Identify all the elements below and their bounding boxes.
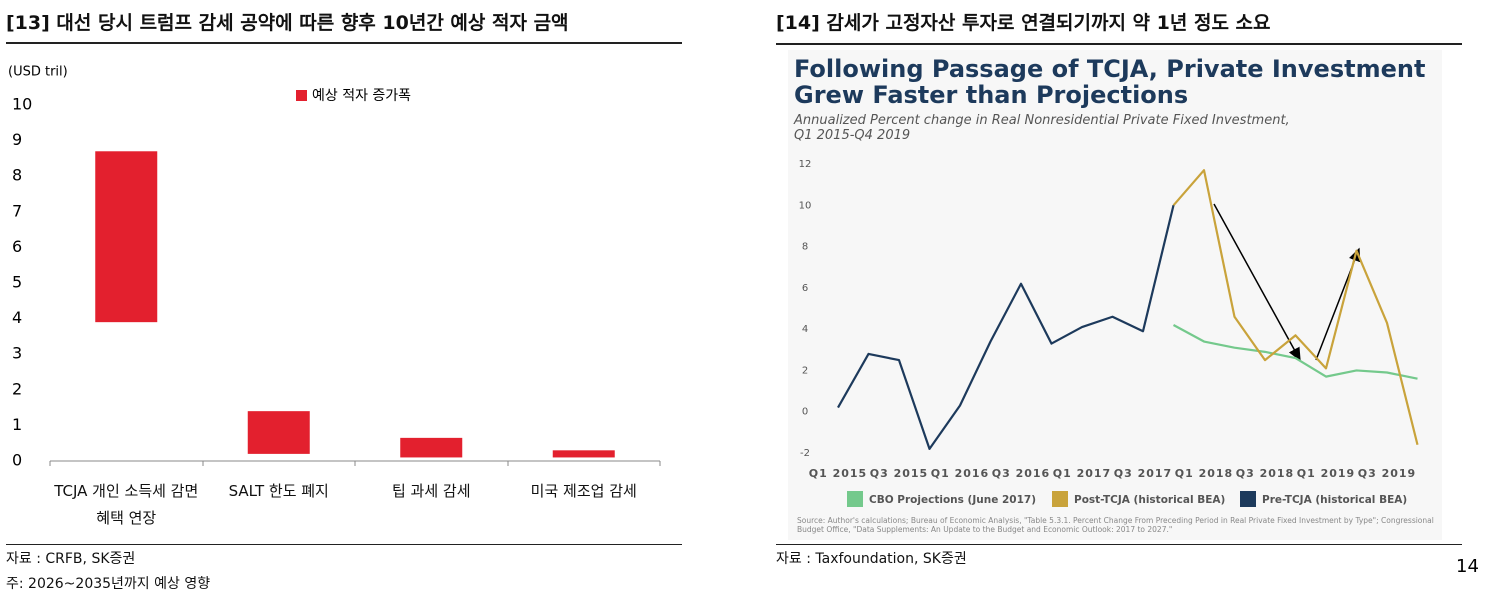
line (1172, 169, 1419, 446)
unit: (USD tril) (8, 65, 68, 80)
rule (6, 42, 682, 44)
title-line: Grew Faster than Projections (794, 81, 1189, 109)
y-tick-label: 6 (12, 237, 22, 256)
y-tick-label: 3 (12, 344, 22, 363)
legend-label: 예상 적자 증가폭 (312, 88, 411, 104)
x-tick-label: 미국 제조업 감세 (530, 482, 637, 500)
chart-subtitle: Annualized Percent change in Real Nonres… (794, 113, 1290, 143)
legend-label: CBO Projections (June 2017) (869, 494, 1036, 506)
x-tick-label: Q3 2017 (1114, 467, 1172, 480)
heading: [14] 감세가 고정자산 투자로 연결되기까지 약 1년 정도 소요 (776, 12, 1271, 34)
bar (552, 450, 615, 458)
line (837, 205, 1175, 450)
legend-label: Post-TCJA (historical BEA) (1074, 494, 1225, 506)
page-number: 14 (1456, 556, 1479, 577)
legend-swatch (847, 491, 863, 507)
x-ticks (49, 461, 661, 466)
y-tick-label: 1 (12, 415, 22, 434)
y-tick-label: 2 (802, 365, 808, 376)
bar (95, 151, 158, 323)
title-line: Following Passage of TCJA, Private Inves… (794, 55, 1426, 83)
x-tick-label: Q1 2016 (931, 467, 989, 480)
bar (400, 437, 463, 458)
legend-swatch (1240, 491, 1256, 507)
y-tick-label: 6 (802, 283, 808, 294)
y-tick-label: 5 (12, 273, 22, 292)
legend-swatch (1052, 491, 1068, 507)
y-tick-label: 8 (12, 166, 22, 185)
y-tick-label: 2 (12, 379, 22, 398)
y-tick-label: 0 (802, 407, 808, 418)
x-tick-label: 팁 과세 감세 (391, 482, 471, 500)
y-tick-label: 4 (802, 324, 808, 335)
bar (247, 411, 310, 454)
x-tick-label: Q3 2016 (992, 467, 1050, 480)
x-tick-label: Q3 2019 (1358, 467, 1416, 480)
x-tick-label: Q1 2019 (1297, 467, 1355, 480)
arrow (1213, 203, 1301, 362)
y-tick-label: 12 (799, 159, 812, 170)
line (1172, 324, 1418, 380)
x-tick-label: Q1 2018 (1175, 467, 1233, 480)
y-tick-label: 10 (12, 95, 32, 114)
chart-title: Following Passage of TCJA, Private Inves… (794, 56, 1425, 108)
x-tick-label: Q1 2015 (809, 467, 867, 480)
x-tick-label: Q1 2017 (1053, 467, 1111, 480)
x-tick-label: TCJA 개인 소득세 감면 혜택 연장 (54, 482, 199, 527)
legend-swatch (296, 90, 307, 101)
chart-bg (788, 50, 1442, 540)
x-tick-label: Q3 2015 (870, 467, 928, 480)
subtitle-line: Annualized Percent change in Real Nonres… (794, 113, 1290, 128)
rule (6, 544, 682, 545)
x-tick-label: Q3 2018 (1236, 467, 1294, 480)
chart-source: Source: Author's calculations; Bureau of… (797, 516, 1434, 534)
legend-label: Pre-TCJA (historical BEA) (1262, 494, 1407, 506)
source: 자료 : CRFB, SK증권 (6, 551, 136, 567)
x-tick-label: SALT 한도 폐지 (228, 482, 329, 500)
rule (776, 544, 1462, 545)
y-tick-label: 9 (12, 130, 22, 149)
y-tick-label: 8 (802, 242, 808, 253)
y-tick-label: 7 (12, 201, 22, 220)
y-tick-label: 10 (799, 200, 812, 211)
source: 자료 : Taxfoundation, SK증권 (776, 551, 967, 567)
note: 주: 2026~2035년까지 예상 영향 (6, 576, 211, 592)
rule (776, 43, 1462, 45)
subtitle-line: Q1 2015-Q4 2019 (794, 128, 911, 143)
y-tick-label: 4 (12, 308, 22, 327)
y-tick-label: 0 (12, 451, 22, 470)
y-tick-label: -2 (800, 448, 810, 459)
heading: [13] 대선 당시 트럼프 감세 공약에 따른 향후 10년간 예상 적자 금… (6, 12, 569, 34)
